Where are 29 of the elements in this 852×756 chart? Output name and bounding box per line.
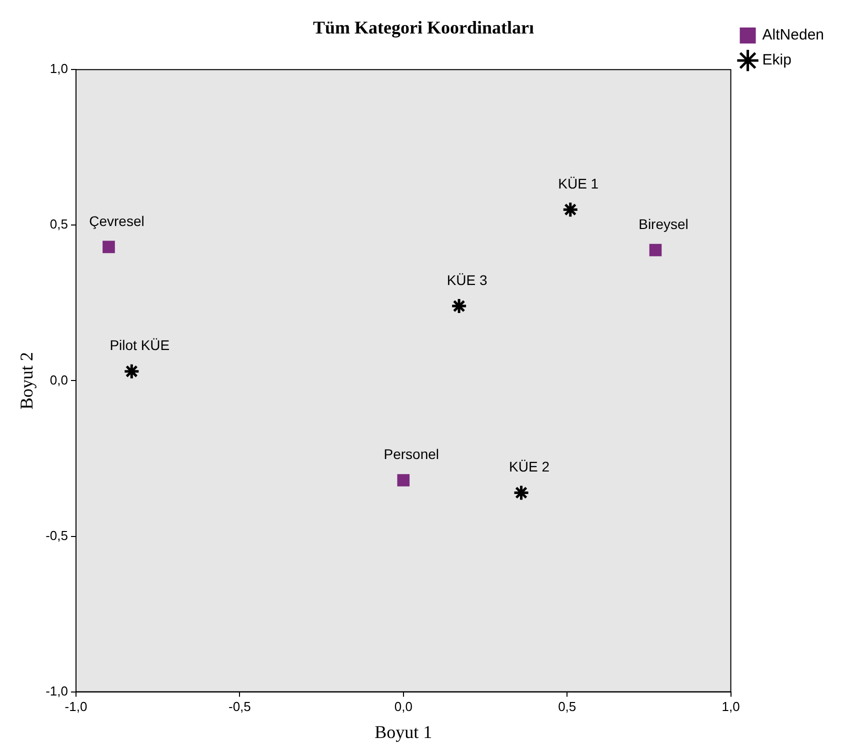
annotation: KÜE 2 — [509, 458, 550, 475]
annotation: KÜE 1 — [558, 175, 599, 192]
point — [450, 298, 468, 314]
x-tick-label: 0,5 — [558, 699, 576, 714]
y-tick-label: 0,5 — [50, 216, 68, 232]
x-tick-label: 1,0 — [722, 699, 740, 714]
annotation: Bireysel — [638, 216, 688, 232]
x-tick-label: 0,0 — [394, 699, 412, 714]
legend-label: AltNeden — [762, 26, 824, 44]
y-tick-label: 0,0 — [50, 372, 68, 388]
point — [123, 363, 140, 380]
legend-label: Ekip — [762, 52, 792, 69]
annotation: KÜE 3 — [446, 272, 488, 288]
point — [102, 240, 115, 254]
x-tick-label: -1,0 — [64, 699, 88, 714]
x-axis-title: Boyut 1 — [374, 722, 432, 742]
annotation: Personel — [384, 446, 440, 462]
point — [513, 484, 530, 501]
point — [562, 201, 579, 218]
y-tick-label: -0,5 — [46, 528, 68, 543]
point — [397, 474, 410, 486]
chart-title: Tüm Kategori Koordinatları — [313, 17, 534, 38]
annotation: Çevresel — [89, 212, 144, 229]
y-axis-title: Boyut 2 — [16, 352, 37, 410]
point — [649, 244, 662, 256]
y-tick-label: 1,0 — [50, 61, 68, 76]
annotation: Pilot KÜE — [110, 337, 170, 354]
x-tick-label: -0,5 — [228, 699, 251, 714]
y-tick-label: -1,0 — [46, 683, 68, 698]
